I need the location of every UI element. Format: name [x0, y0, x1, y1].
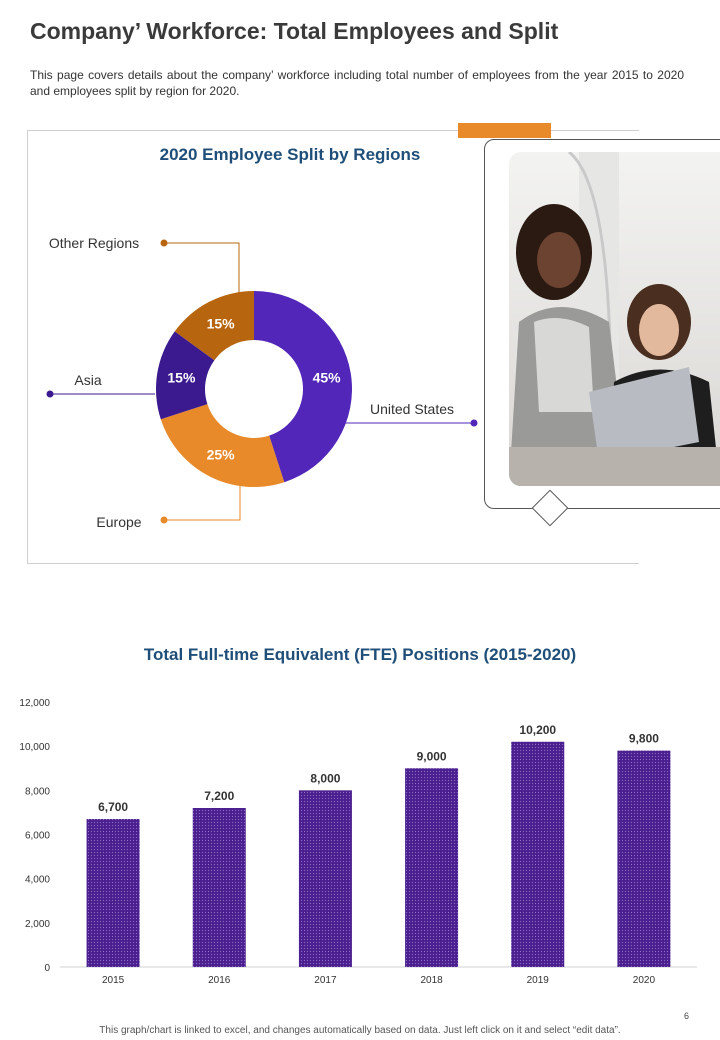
region-name-asia: Asia — [74, 372, 101, 388]
bar-value-label: 9,000 — [417, 749, 447, 763]
bar-2018 — [405, 768, 459, 967]
y-tick-label: 6,000 — [25, 831, 50, 842]
x-tick-label: 2020 — [633, 975, 656, 986]
y-tick-label: 4,000 — [25, 875, 50, 886]
bar-value-label: 9,800 — [629, 732, 659, 746]
bar-2020 — [617, 750, 671, 967]
region-name-europe: Europe — [96, 514, 141, 530]
x-tick-label: 2015 — [102, 975, 125, 986]
donut-chart-title: 2020 Employee Split by Regions — [159, 145, 421, 164]
page-number: 6 — [684, 1011, 690, 1021]
x-tick-label: 2016 — [208, 975, 231, 986]
region-name-us: United States — [370, 401, 454, 417]
donut-slice-asia — [156, 331, 215, 420]
bar-value-label: 6,700 — [98, 800, 128, 814]
bar-2019 — [511, 741, 565, 967]
bar-value-label: 8,000 — [310, 771, 340, 785]
bar-2017 — [298, 790, 352, 967]
leader-line-europe — [164, 485, 241, 521]
donut-slice-label-europe: 25% — [207, 446, 236, 462]
bar-chart-title: Total Full-time Equivalent (FTE) Positio… — [143, 645, 577, 664]
donut-chart: 45% 25% 15% 15% United States Europe Asia O… — [46, 235, 478, 530]
donut-slice-europe — [160, 404, 285, 487]
footnote: This graph/chart is linked to excel, and… — [99, 1025, 621, 1036]
y-tick-label: 10,000 — [19, 742, 50, 753]
x-tick-label: 2018 — [420, 975, 443, 986]
bar-2015 — [86, 819, 140, 967]
page-title: Company’ Workforce: Total Employees and … — [30, 18, 559, 44]
donut-slice-us — [254, 291, 353, 483]
team-photo-illustration — [509, 152, 720, 486]
donut-slice-other — [174, 291, 254, 361]
y-tick-label: 0 — [44, 963, 50, 974]
donut-slices: 45% 25% 15% 15% — [156, 291, 353, 487]
orange-accent-tab — [458, 123, 551, 138]
y-tick-label: 8,000 — [25, 786, 50, 797]
team-photo — [509, 152, 720, 486]
bar-chart: 0 2,000 4,000 6,000 8,000 10,000 12,000 6,700 2… — [19, 698, 697, 986]
donut-leader-lines — [46, 239, 478, 524]
bar-marks: 6,700 2015 7,200 2016 8,000 2017 9,000 2018 10,2… — [86, 723, 671, 986]
bar-y-ticks: 0 2,000 4,000 6,000 8,000 10,000 12,000 — [19, 698, 50, 974]
leader-dot-europe — [160, 516, 168, 524]
leader-line-other — [164, 242, 240, 295]
x-tick-label: 2019 — [527, 975, 550, 986]
page-description: This page covers details about the compa… — [30, 68, 684, 98]
y-tick-label: 2,000 — [25, 919, 50, 930]
x-tick-label: 2017 — [314, 975, 337, 986]
bar-value-label: 10,200 — [519, 723, 556, 737]
region-name-other: Other Regions — [49, 235, 139, 251]
leader-dot-other — [160, 239, 168, 247]
donut-slice-label-asia: 15% — [167, 370, 196, 386]
y-tick-label: 12,000 — [19, 698, 50, 709]
bar-value-label: 7,200 — [204, 789, 234, 803]
donut-slice-label-other: 15% — [207, 316, 236, 332]
leader-dot-us — [470, 419, 478, 427]
photo-frame — [484, 139, 720, 509]
donut-chart-panel — [27, 130, 639, 564]
donut-slice-label-us: 45% — [313, 370, 342, 386]
leader-dot-asia — [46, 390, 54, 398]
bar-2016 — [192, 808, 246, 967]
